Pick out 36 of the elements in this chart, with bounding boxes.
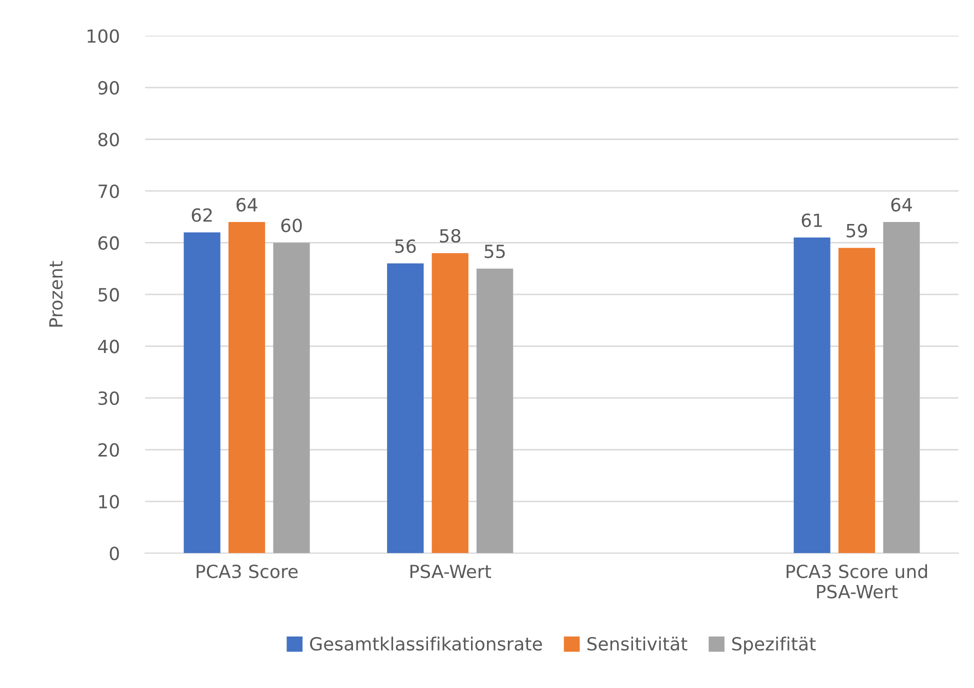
bar bbox=[184, 232, 220, 554]
y-tick-label: 20 bbox=[98, 443, 119, 457]
y-axis-title: Prozent bbox=[49, 261, 63, 327]
bar bbox=[883, 222, 920, 554]
bar bbox=[794, 238, 830, 554]
data-label: 60 bbox=[281, 218, 302, 232]
y-tick-label: 0 bbox=[110, 546, 119, 560]
y-tick-label: 30 bbox=[98, 391, 119, 406]
y-tick-label: 100 bbox=[88, 29, 119, 43]
x-tick-label: PCA3 Score bbox=[196, 564, 298, 578]
y-tick-label: 40 bbox=[98, 340, 119, 354]
legend-label: Gesamtklassifikationsrate bbox=[310, 636, 542, 651]
bar bbox=[228, 222, 266, 554]
y-tick-label: 80 bbox=[98, 132, 119, 146]
data-label: 55 bbox=[484, 244, 505, 258]
data-label: 56 bbox=[395, 239, 416, 253]
y-tick-label: 70 bbox=[98, 184, 119, 198]
legend-label: Sensitivität bbox=[587, 636, 688, 651]
y-tick-label: 60 bbox=[98, 236, 119, 250]
data-label: 58 bbox=[440, 228, 460, 243]
data-label: 64 bbox=[891, 198, 912, 212]
bar bbox=[432, 253, 468, 554]
y-tick-label: 90 bbox=[98, 80, 119, 95]
y-tick-label: 10 bbox=[99, 494, 119, 509]
bar bbox=[273, 242, 310, 554]
legend-label: Spezifität bbox=[732, 636, 816, 654]
bar bbox=[838, 248, 876, 554]
bar bbox=[476, 268, 514, 554]
data-label: 61 bbox=[802, 213, 822, 228]
data-label: 59 bbox=[846, 224, 867, 238]
data-label: 62 bbox=[192, 208, 212, 222]
bar bbox=[387, 263, 424, 554]
x-tick-label: PCA3 Score und PSA-Wert bbox=[786, 564, 927, 598]
data-label: 64 bbox=[236, 198, 258, 212]
x-tick-label: PSA-Wert bbox=[410, 564, 492, 578]
y-tick-label: 50 bbox=[98, 288, 119, 302]
